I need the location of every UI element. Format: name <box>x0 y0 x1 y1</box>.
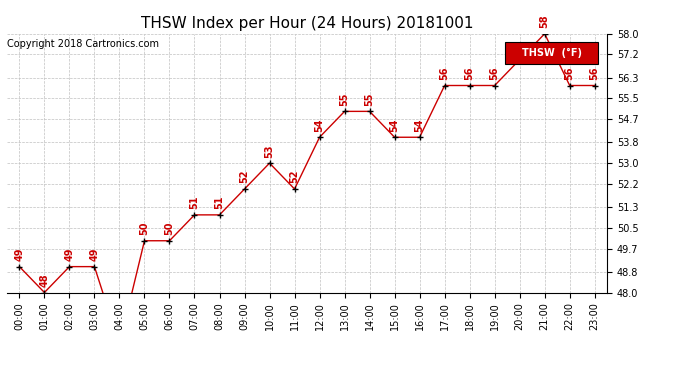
Text: 58: 58 <box>540 15 550 28</box>
Text: 57: 57 <box>515 40 524 54</box>
Title: THSW Index per Hour (24 Hours) 20181001: THSW Index per Hour (24 Hours) 20181001 <box>141 16 473 31</box>
Text: 52: 52 <box>239 170 250 183</box>
Text: 49: 49 <box>64 248 75 261</box>
Text: 50: 50 <box>139 222 150 235</box>
Text: 55: 55 <box>339 92 350 106</box>
Text: 46: 46 <box>0 374 1 375</box>
Text: 56: 56 <box>564 66 575 80</box>
Text: THSW  (°F): THSW (°F) <box>522 48 582 57</box>
Text: 52: 52 <box>290 170 299 183</box>
Text: 51: 51 <box>190 196 199 209</box>
Text: 51: 51 <box>215 196 224 209</box>
Text: 54: 54 <box>390 118 400 132</box>
Text: 56: 56 <box>590 66 600 80</box>
Text: 56: 56 <box>490 66 500 80</box>
Text: 49: 49 <box>90 248 99 261</box>
Text: 55: 55 <box>364 92 375 106</box>
Text: 53: 53 <box>264 144 275 158</box>
Text: Copyright 2018 Cartronics.com: Copyright 2018 Cartronics.com <box>7 39 159 50</box>
Text: 50: 50 <box>164 222 175 235</box>
Text: 56: 56 <box>440 66 450 80</box>
Bar <box>505 42 598 63</box>
Text: 54: 54 <box>415 118 424 132</box>
Text: 56: 56 <box>464 66 475 80</box>
Text: 49: 49 <box>14 248 24 261</box>
Text: 48: 48 <box>39 273 50 287</box>
Text: 54: 54 <box>315 118 324 132</box>
